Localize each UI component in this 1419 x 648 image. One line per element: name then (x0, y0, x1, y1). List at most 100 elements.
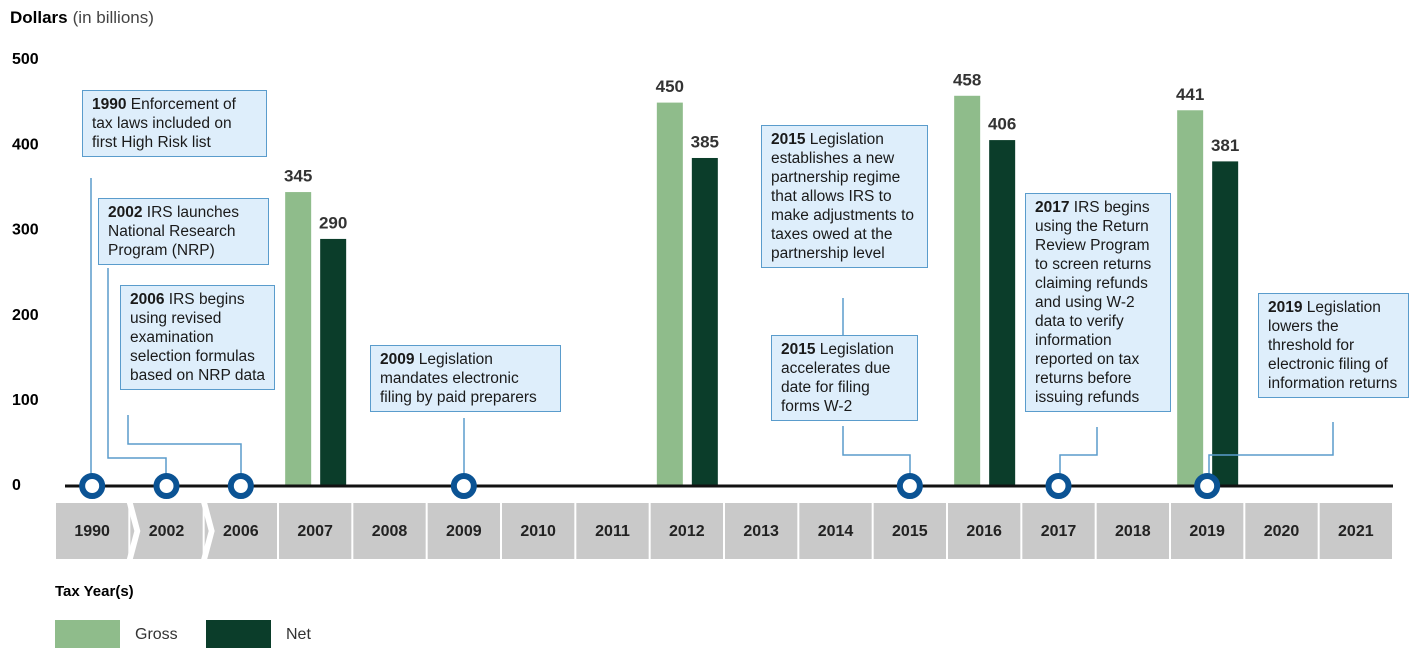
annotation: 2006 IRS begins using revised examinatio… (120, 285, 275, 390)
annotation-year: 2015 (781, 341, 816, 358)
year-box (279, 503, 352, 559)
y-axis-title-unit: (in billions) (73, 8, 154, 27)
annotation: 2015 Legislation accelerates due date fo… (771, 335, 918, 421)
y-tick-label: 500 (12, 51, 39, 68)
x-tick-label: 2013 (743, 523, 779, 540)
timeline-marker (1045, 473, 1072, 499)
y-tick-label: 400 (12, 136, 39, 153)
annotation: 2017 IRS begins using the Return Review … (1025, 193, 1171, 412)
year-box (576, 503, 649, 559)
annotation-year: 2015 (771, 131, 806, 148)
x-tick-label: 2012 (669, 523, 705, 540)
bar (320, 238, 347, 486)
annotation-text: Legislation accelerates due date for fil… (781, 341, 894, 415)
axis-break (126, 501, 141, 561)
year-box (873, 503, 946, 559)
connector (842, 426, 911, 486)
value-label: 441 (1176, 85, 1204, 104)
year-box (56, 503, 129, 559)
year-box (427, 503, 500, 559)
x-tick-label: 2011 (595, 523, 630, 540)
legend-label: Gross (135, 626, 178, 643)
connector (127, 415, 242, 486)
x-tick-label: 2006 (223, 523, 259, 540)
y-tick-label: 200 (12, 307, 39, 324)
x-tick-label: 2007 (297, 523, 333, 540)
connector (1059, 427, 1098, 486)
year-box (204, 503, 277, 559)
x-tick-label: 2002 (149, 523, 185, 540)
year-box (1022, 503, 1095, 559)
timeline-marker (79, 473, 106, 499)
annotation-text: IRS begins using revised examination sel… (130, 291, 266, 384)
year-box (130, 503, 203, 559)
bar (656, 102, 683, 486)
bar (954, 95, 981, 486)
annotation-year: 2019 (1268, 299, 1303, 316)
year-box (948, 503, 1021, 559)
annotation-year: 2002 (108, 204, 143, 221)
annotation-text: Legislation establishes a new partnershi… (771, 131, 915, 262)
bar (989, 140, 1016, 486)
x-tick-label: 2017 (1041, 523, 1077, 540)
year-box (1319, 503, 1392, 559)
annotation-text: Enforcement of tax laws included on firs… (92, 96, 236, 151)
x-tick-label: 2008 (372, 523, 408, 540)
annotation-year: 2017 (1035, 199, 1070, 216)
value-label: 406 (988, 115, 1016, 134)
annotation: 1990 Enforcement of tax laws included on… (82, 90, 267, 157)
connector (107, 268, 167, 486)
year-box (1171, 503, 1244, 559)
x-tick-label: 2020 (1264, 523, 1300, 540)
x-tick-label: 2015 (892, 523, 928, 540)
connector (1208, 422, 1334, 486)
annotation-year: 2006 (130, 291, 165, 308)
x-tick-label: 2014 (818, 523, 854, 540)
annotation-text: IRS launches National Research Program (… (108, 204, 239, 259)
legend-swatch (206, 620, 271, 648)
y-axis-title: Dollars (in billions) (10, 8, 154, 27)
annotation-text: IRS begins using the Return Review Progr… (1035, 199, 1152, 406)
y-axis-title-main: Dollars (10, 8, 68, 27)
annotation: 2015 Legislation establishes a new partn… (761, 125, 928, 268)
value-label: 458 (953, 70, 981, 89)
timeline-marker (1194, 473, 1221, 499)
annotation: 2002 IRS launches National Research Prog… (98, 198, 269, 265)
year-box (725, 503, 798, 559)
year-box (1245, 503, 1318, 559)
x-tick-label: 2019 (1189, 523, 1225, 540)
x-tick-label: 2018 (1115, 523, 1151, 540)
y-tick-label: 100 (12, 392, 39, 409)
x-tick-label: 2010 (520, 523, 556, 540)
legend-label: Net (286, 626, 311, 643)
value-label: 381 (1211, 136, 1239, 155)
timeline-marker (450, 473, 477, 499)
y-tick-label: 300 (12, 222, 39, 239)
axis-break (200, 501, 215, 561)
annotation-text: Legislation lowers the threshold for ele… (1268, 299, 1398, 392)
x-tick-label: 2009 (446, 523, 482, 540)
year-box (799, 503, 872, 559)
timeline-marker (896, 473, 923, 499)
legend-swatch (55, 620, 120, 648)
timeline-marker (227, 473, 254, 499)
bar (691, 157, 718, 487)
x-tick-label: 2021 (1338, 523, 1374, 540)
annotation: 2019 Legislation lowers the threshold fo… (1258, 293, 1409, 398)
annotation-year: 1990 (92, 96, 127, 113)
annotation-year: 2009 (380, 351, 415, 368)
bar (285, 192, 312, 486)
year-box (353, 503, 426, 559)
year-box (1096, 503, 1169, 559)
annotation: 2009 Legislation mandates electronic fil… (370, 345, 561, 412)
annotation-text: Legislation mandates electronic filing b… (380, 351, 537, 406)
bar (1177, 110, 1204, 486)
value-label: 450 (656, 77, 684, 96)
x-tick-label: 2016 (966, 523, 1002, 540)
bar (1212, 161, 1239, 486)
value-label: 385 (691, 132, 719, 151)
year-box (502, 503, 575, 559)
value-label: 345 (284, 167, 312, 186)
